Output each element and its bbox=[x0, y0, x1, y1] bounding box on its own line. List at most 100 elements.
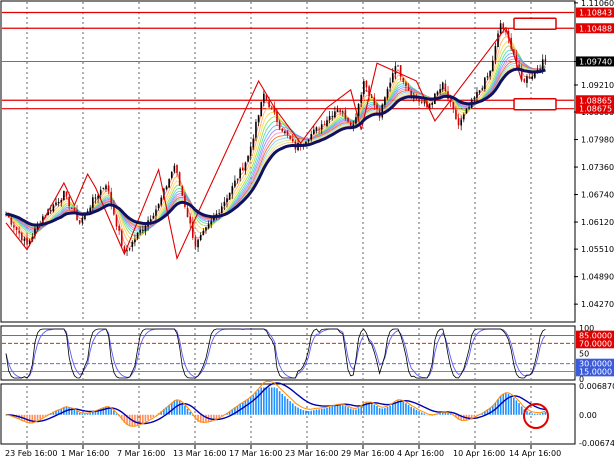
stochastic-grid bbox=[2, 328, 574, 379]
macd-bar bbox=[486, 409, 489, 415]
macd-bar bbox=[152, 414, 155, 418]
macd-bar bbox=[68, 407, 70, 415]
candle-body bbox=[49, 210, 52, 212]
candle-body bbox=[23, 238, 26, 241]
macd-bar bbox=[291, 403, 294, 415]
macd-bar bbox=[60, 408, 63, 415]
candle-body bbox=[499, 23, 502, 34]
price-tag: 1.08865 bbox=[576, 95, 614, 106]
candle-body bbox=[7, 215, 10, 218]
macd-pane[interactable]: 0.0068709 0.00 -0.0067444 bbox=[0, 380, 614, 448]
macd-bar bbox=[355, 409, 357, 415]
price-tick-label: 1.07360 bbox=[581, 163, 614, 172]
stoch-level-tag: 30.0000 bbox=[576, 358, 614, 369]
candle-body bbox=[20, 232, 23, 241]
macd-bar bbox=[489, 407, 491, 415]
candle-body bbox=[18, 230, 20, 234]
candle-body bbox=[255, 121, 257, 138]
macd-bar bbox=[234, 407, 236, 415]
stoch-tag-bg bbox=[576, 358, 614, 369]
macd-bar bbox=[286, 398, 289, 415]
candle-body bbox=[99, 189, 102, 195]
candle-body bbox=[518, 64, 520, 69]
ribbon-line bbox=[5, 49, 546, 234]
candle-body bbox=[460, 119, 462, 126]
macd-bar bbox=[39, 414, 42, 420]
macd-bar bbox=[397, 400, 399, 415]
macd-bar bbox=[165, 406, 168, 415]
macd-bar bbox=[102, 407, 105, 415]
candle-body bbox=[347, 118, 349, 122]
price-tag-bg bbox=[576, 56, 614, 67]
macd-bar bbox=[399, 400, 402, 415]
macd-bar bbox=[428, 414, 431, 416]
candle-body bbox=[315, 127, 318, 131]
macd-bar bbox=[512, 397, 515, 415]
macd-bar bbox=[378, 408, 381, 415]
macd-bar bbox=[197, 414, 199, 422]
candle-body bbox=[105, 185, 107, 190]
candle-body bbox=[184, 195, 186, 207]
macd-bar bbox=[199, 414, 202, 423]
macd-bar bbox=[460, 414, 462, 421]
macd-bar bbox=[381, 408, 384, 415]
macd-bar bbox=[178, 400, 181, 415]
macd-bar bbox=[163, 408, 165, 415]
macd-bar bbox=[36, 414, 39, 421]
macd-bar bbox=[192, 414, 194, 416]
time-tick-label: 4 Apr 16:00 bbox=[397, 449, 444, 458]
candle-body bbox=[81, 218, 84, 223]
candle-body bbox=[241, 167, 244, 171]
candle-body bbox=[534, 71, 536, 78]
macd-bar bbox=[168, 404, 170, 415]
candle-body bbox=[265, 94, 268, 100]
candle-body bbox=[144, 225, 147, 232]
candle-body bbox=[84, 212, 86, 220]
macd-bar bbox=[31, 414, 34, 423]
macd-bar bbox=[213, 414, 215, 420]
macd-bar bbox=[386, 407, 389, 415]
macd-bar bbox=[360, 406, 362, 415]
time-tick-label: 17 Mar 16:00 bbox=[229, 449, 282, 458]
candle-body bbox=[57, 201, 60, 204]
candle-body bbox=[391, 73, 394, 83]
candle-body bbox=[276, 111, 278, 122]
time-axis: 23 Feb 16:00 1 Mar 16:00 7 Mar 16:00 13 Mar… bbox=[5, 445, 561, 458]
price-tag: 1.10843 bbox=[576, 7, 614, 18]
alert-boxes[interactable] bbox=[513, 17, 557, 111]
price-tick-label: 1.06120 bbox=[581, 218, 614, 227]
candle-body bbox=[78, 220, 81, 224]
stoch-tag-text: 30.0000 bbox=[579, 360, 612, 369]
candle-body bbox=[323, 124, 326, 126]
macd-bar bbox=[336, 405, 339, 415]
candle-body bbox=[244, 162, 247, 171]
macd-bar bbox=[507, 393, 510, 415]
macd-bar bbox=[126, 414, 128, 425]
candle-body bbox=[405, 82, 407, 87]
macd-bar bbox=[247, 399, 249, 415]
macd-bar bbox=[307, 411, 310, 415]
candle-body bbox=[423, 102, 426, 104]
candle-body bbox=[373, 97, 376, 105]
candle-body bbox=[260, 101, 263, 116]
price-tick-label: 1.11060 bbox=[581, 0, 614, 8]
candle-body bbox=[463, 114, 465, 120]
macd-bar bbox=[441, 412, 444, 415]
stoch-tag-text: 85.0000 bbox=[579, 332, 612, 341]
macd-bar bbox=[328, 407, 331, 415]
zigzag-path bbox=[5, 26, 523, 261]
time-tick-label: 13 Mar 16:00 bbox=[173, 449, 226, 458]
macd-bar bbox=[373, 404, 376, 415]
macd-bar bbox=[147, 414, 149, 420]
macd-bar bbox=[334, 405, 336, 415]
price-tick-label: 1.04270 bbox=[581, 300, 614, 309]
price-axis: 1.110601.097401.092101.086001.079801.073… bbox=[574, 0, 614, 309]
candle-body bbox=[478, 90, 481, 93]
candle-body bbox=[320, 124, 323, 130]
macd-bar bbox=[520, 406, 523, 415]
macd-bar bbox=[439, 413, 441, 415]
price-pane[interactable]: 1.110601.097401.092101.086001.079801.073… bbox=[0, 0, 614, 323]
